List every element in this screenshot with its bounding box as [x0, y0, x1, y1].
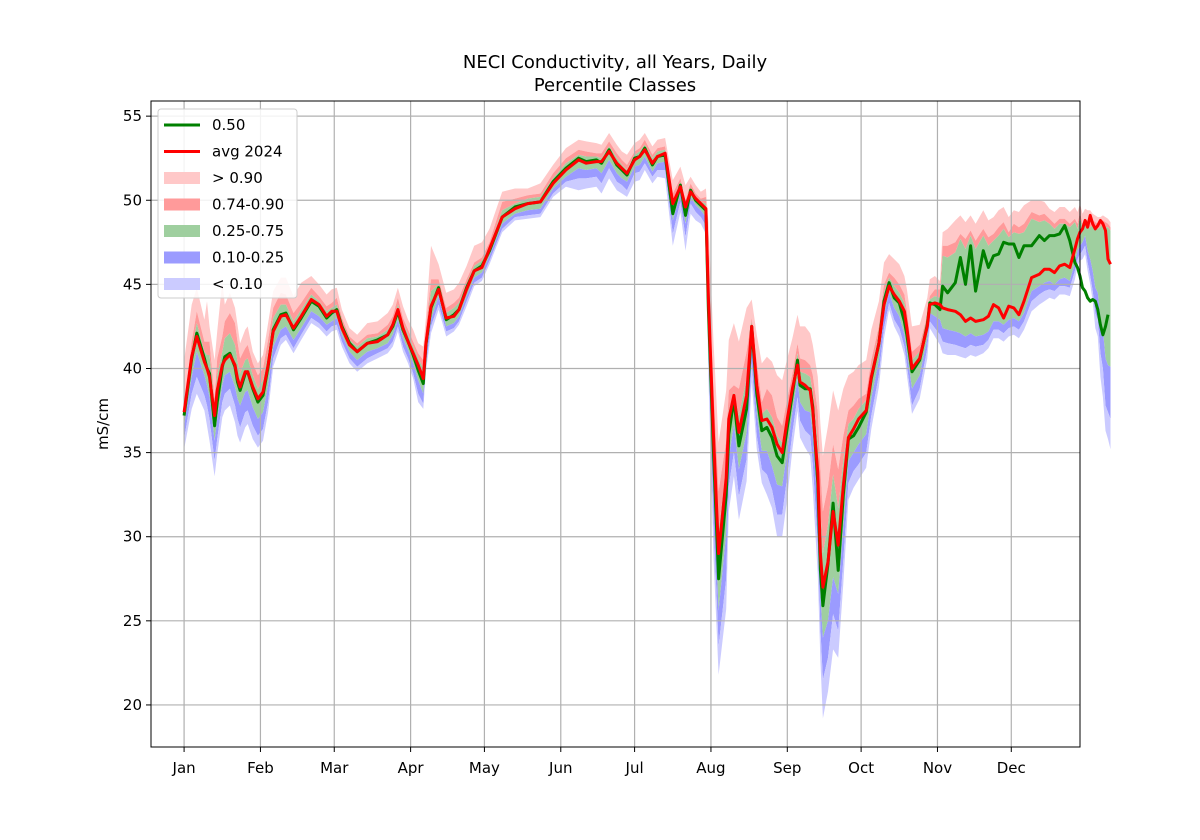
x-axis-ticks: Jan Feb Mar Apr May Jun Jul Aug Sep Oct Nov Dec [172, 747, 1026, 777]
y-tick-label-6: 50 [123, 191, 142, 209]
legend-box [157, 108, 298, 299]
legend-label-0: 0.50 [212, 116, 245, 134]
y-tick-label-7: 55 [123, 107, 142, 125]
y-tick-label-0: 20 [123, 696, 142, 714]
legend-label-6: < 0.10 [212, 275, 263, 293]
legend-label-4: 0.25-0.75 [212, 222, 284, 240]
legend-label-1: avg 2024 [212, 143, 283, 161]
x-tick-label-9: Oct [848, 759, 874, 777]
legend-swatch-2 [164, 172, 200, 184]
plot-frame [150, 100, 1081, 748]
chart-subtitle: Percentile Classes [534, 75, 696, 96]
y-axis-label: mS/cm [94, 398, 112, 450]
y-tick-label-4: 40 [123, 359, 142, 377]
x-tick-label-2: Mar [320, 759, 349, 777]
legend-swatch-6 [164, 278, 200, 290]
legend-label-2: > 0.90 [212, 169, 263, 187]
x-tick-label-4: May [469, 759, 500, 777]
grid [151, 101, 1080, 747]
legend-swatch-3 [164, 198, 200, 211]
series-lines [182, 146, 1112, 608]
x-tick-label-1: Feb [247, 759, 274, 777]
legend: 0.50 avg 2024 > 0.90 0.74-0.90 0.25-0.75 0.10… [157, 108, 298, 299]
legend-swatch-5 [164, 251, 200, 264]
x-tick-label-11: Dec [997, 759, 1026, 777]
x-tick-label-0: Jan [172, 759, 196, 777]
x-tick-label-6: Jul [625, 759, 644, 777]
chart-title: NECI Conductivity, all Years, Daily [463, 52, 768, 73]
x-tick-label-8: Sep [773, 759, 801, 777]
x-tick-label-3: Apr [398, 759, 425, 777]
legend-label-5: 0.10-0.25 [212, 249, 284, 267]
y-tick-label-5: 45 [123, 275, 142, 293]
y-axis-ticks: 20 25 30 35 40 45 50 55 [123, 107, 151, 714]
legend-swatch-4 [164, 225, 200, 237]
legend-label-3: 0.74-0.90 [212, 196, 284, 214]
x-tick-label-7: Aug [696, 759, 725, 777]
percentile-bands [184, 133, 1111, 719]
x-tick-label-5: Jun [548, 759, 572, 777]
y-tick-label-2: 30 [123, 528, 142, 546]
series-line-1 [182, 148, 1112, 589]
y-tick-label-1: 25 [123, 612, 142, 630]
band-0 [184, 133, 1111, 512]
y-tick-label-3: 35 [123, 444, 142, 462]
x-tick-label-10: Nov [923, 759, 952, 777]
